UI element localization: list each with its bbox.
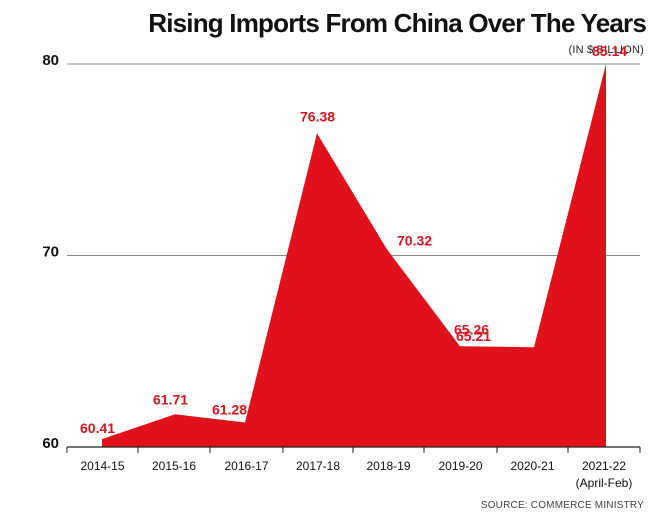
data-label-2014-15: 60.41 — [80, 420, 115, 436]
x-tick-label: 2017-18 — [296, 459, 340, 473]
x-tick-label: 2019-20 — [438, 459, 482, 473]
y-tick-label: 80 — [42, 52, 59, 69]
y-axis-labels: 60 70 80 — [42, 52, 59, 452]
area-fill — [102, 64, 606, 447]
data-label-2019-20: 65.26 — [454, 321, 489, 337]
unit-label: (IN $ BILLION) — [568, 44, 644, 56]
x-tick-label: 2020-21 — [510, 459, 554, 473]
x-tick-label: 2018-19 — [366, 459, 410, 473]
data-label-2020-21: 65.21 — [456, 328, 491, 344]
x-tick-label: 2021-22 — [582, 459, 626, 473]
area-series — [101, 63, 607, 447]
x-axis-labels: 2014-15 2015-16 2016-17 2017-18 2018-19 2019-… — [80, 459, 632, 490]
x-tick-label: 2016-17 — [224, 459, 268, 473]
x-tick-label: 2014-15 — [80, 459, 124, 473]
x-axis — [66, 446, 641, 453]
data-label-2021-22: 85.14 — [592, 43, 627, 59]
data-label-2016-17: 61.28 — [212, 401, 247, 417]
data-label-2018-19: 70.32 — [397, 232, 432, 248]
data-label-2015-16: 61.71 — [153, 391, 188, 407]
source-note: SOURCE: COMMERCE MINISTRY — [480, 500, 644, 511]
y-tick-label: 70 — [42, 244, 59, 261]
chart-title: Rising Imports From China Over The Years — [148, 8, 647, 38]
data-label-2017-18: 76.38 — [300, 108, 335, 124]
y-tick-label: 60 — [42, 435, 59, 452]
x-tick-sublabel: (April-Feb) — [576, 476, 633, 490]
x-tick-label: 2015-16 — [152, 459, 196, 473]
